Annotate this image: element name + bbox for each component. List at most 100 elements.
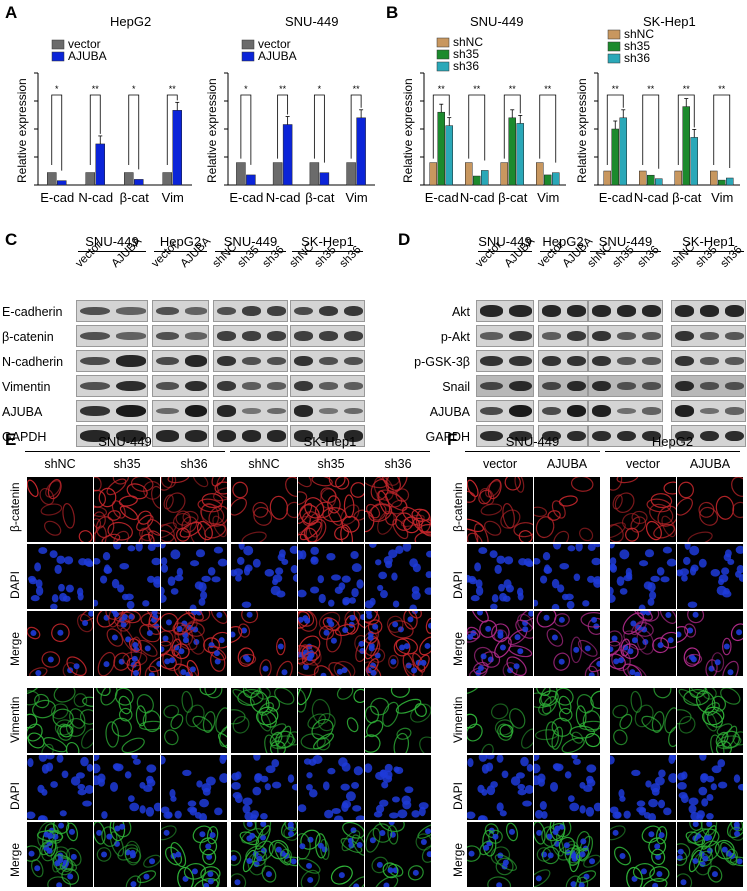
panel-e-immunofluorescence: SNU-449 SK-Hep1 shNC sh35 sh36 shNC sh35 sh36 β-…: [0, 430, 445, 891]
protein-band: [567, 331, 586, 341]
nucleus: [94, 557, 101, 565]
blot-strip: [213, 350, 288, 372]
cell-outline: [372, 823, 393, 843]
cell-outline: [467, 479, 479, 498]
cell-outline: [664, 707, 676, 734]
cell-outline: [333, 660, 356, 676]
legend-swatch: [436, 61, 450, 72]
nucleus: [593, 802, 600, 812]
protein-band: [80, 381, 110, 391]
nucleus: [566, 600, 575, 609]
nucleus: [38, 755, 48, 762]
cell-outline: [535, 516, 555, 539]
nucleus: [30, 595, 40, 602]
protein-band: [267, 306, 286, 316]
cell-outline: [660, 631, 676, 649]
if-image-tile: [365, 688, 431, 753]
protein-band: [675, 430, 694, 442]
nucleus: [427, 622, 431, 629]
nucleus: [644, 549, 655, 558]
nucleus: [57, 857, 64, 864]
cell-outline: [94, 518, 102, 535]
nucleus: [34, 562, 42, 572]
cell-outline: [258, 702, 274, 716]
cell-outline: [114, 611, 136, 623]
cell-outline: [541, 846, 560, 865]
nucleus: [128, 795, 135, 802]
protein-band: [592, 430, 611, 442]
nucleus: [358, 640, 364, 647]
bar: [690, 137, 698, 186]
nucleus: [34, 865, 41, 872]
nucleus: [524, 784, 533, 794]
blot-strip: [588, 325, 663, 347]
protein-band: [217, 306, 236, 316]
nucleus: [43, 831, 50, 838]
nucleus: [180, 669, 187, 676]
cell-outline: [570, 477, 594, 492]
nucleus: [170, 588, 179, 595]
if-image-tile: [365, 477, 431, 542]
nucleus: [238, 544, 245, 550]
sig-bracket: [128, 94, 140, 170]
cell-outline: [365, 510, 375, 533]
cell-outline: [117, 844, 139, 861]
nucleus: [559, 562, 570, 570]
if-row-label: DAPI: [8, 781, 22, 810]
nucleus: [424, 642, 431, 649]
nucleus: [161, 544, 166, 549]
cell-outline: [494, 637, 512, 658]
cell-outline: [702, 688, 717, 700]
nucleus: [616, 576, 625, 587]
if-col-label: vector: [482, 457, 518, 471]
nucleus: [200, 591, 208, 600]
if-image-tile: [534, 822, 600, 887]
nucleus: [67, 873, 74, 880]
nucleus: [687, 627, 694, 634]
cell-outline: [112, 477, 130, 485]
nucleus: [288, 830, 295, 837]
nucleus: [692, 822, 699, 828]
nucleus: [341, 802, 349, 812]
nucleus: [153, 544, 160, 548]
nucleus: [176, 567, 183, 577]
if-image-tile: [161, 755, 227, 820]
cell-outline: [336, 688, 354, 700]
cell-outline: [66, 847, 82, 867]
nucleus: [522, 626, 529, 633]
if-image-tile: [610, 477, 676, 542]
nucleus: [101, 851, 108, 858]
nucleus: [306, 862, 313, 869]
cell-outline: [561, 737, 585, 753]
cell-outline: [722, 660, 739, 676]
nucleus: [199, 798, 210, 808]
nucleus: [546, 833, 553, 840]
cell-outline: [677, 709, 692, 725]
cell-outline: [144, 665, 159, 676]
blot-strip: [588, 425, 663, 447]
nucleus: [643, 812, 651, 819]
cell-outline: [685, 653, 703, 665]
panel-label-d: D: [398, 230, 411, 249]
nucleus: [647, 598, 655, 606]
blot-strip: [538, 350, 588, 372]
cell-outline: [551, 500, 566, 519]
bar: [726, 177, 734, 186]
bar: [473, 175, 481, 186]
nucleus: [420, 659, 427, 666]
nucleus: [58, 583, 65, 592]
nucleus: [187, 806, 198, 813]
y-axis-label: Relative expression: [401, 78, 415, 183]
cell-outline: [720, 841, 738, 866]
bar: [465, 162, 473, 186]
legend-swatch: [51, 51, 65, 62]
nucleus: [328, 621, 335, 628]
nucleus: [342, 626, 349, 633]
cell-outline: [646, 498, 672, 513]
nucleus: [392, 621, 399, 628]
nucleus: [721, 567, 730, 575]
legend-label: sh35: [624, 39, 650, 53]
nucleus: [318, 593, 326, 604]
bar: [356, 117, 366, 186]
